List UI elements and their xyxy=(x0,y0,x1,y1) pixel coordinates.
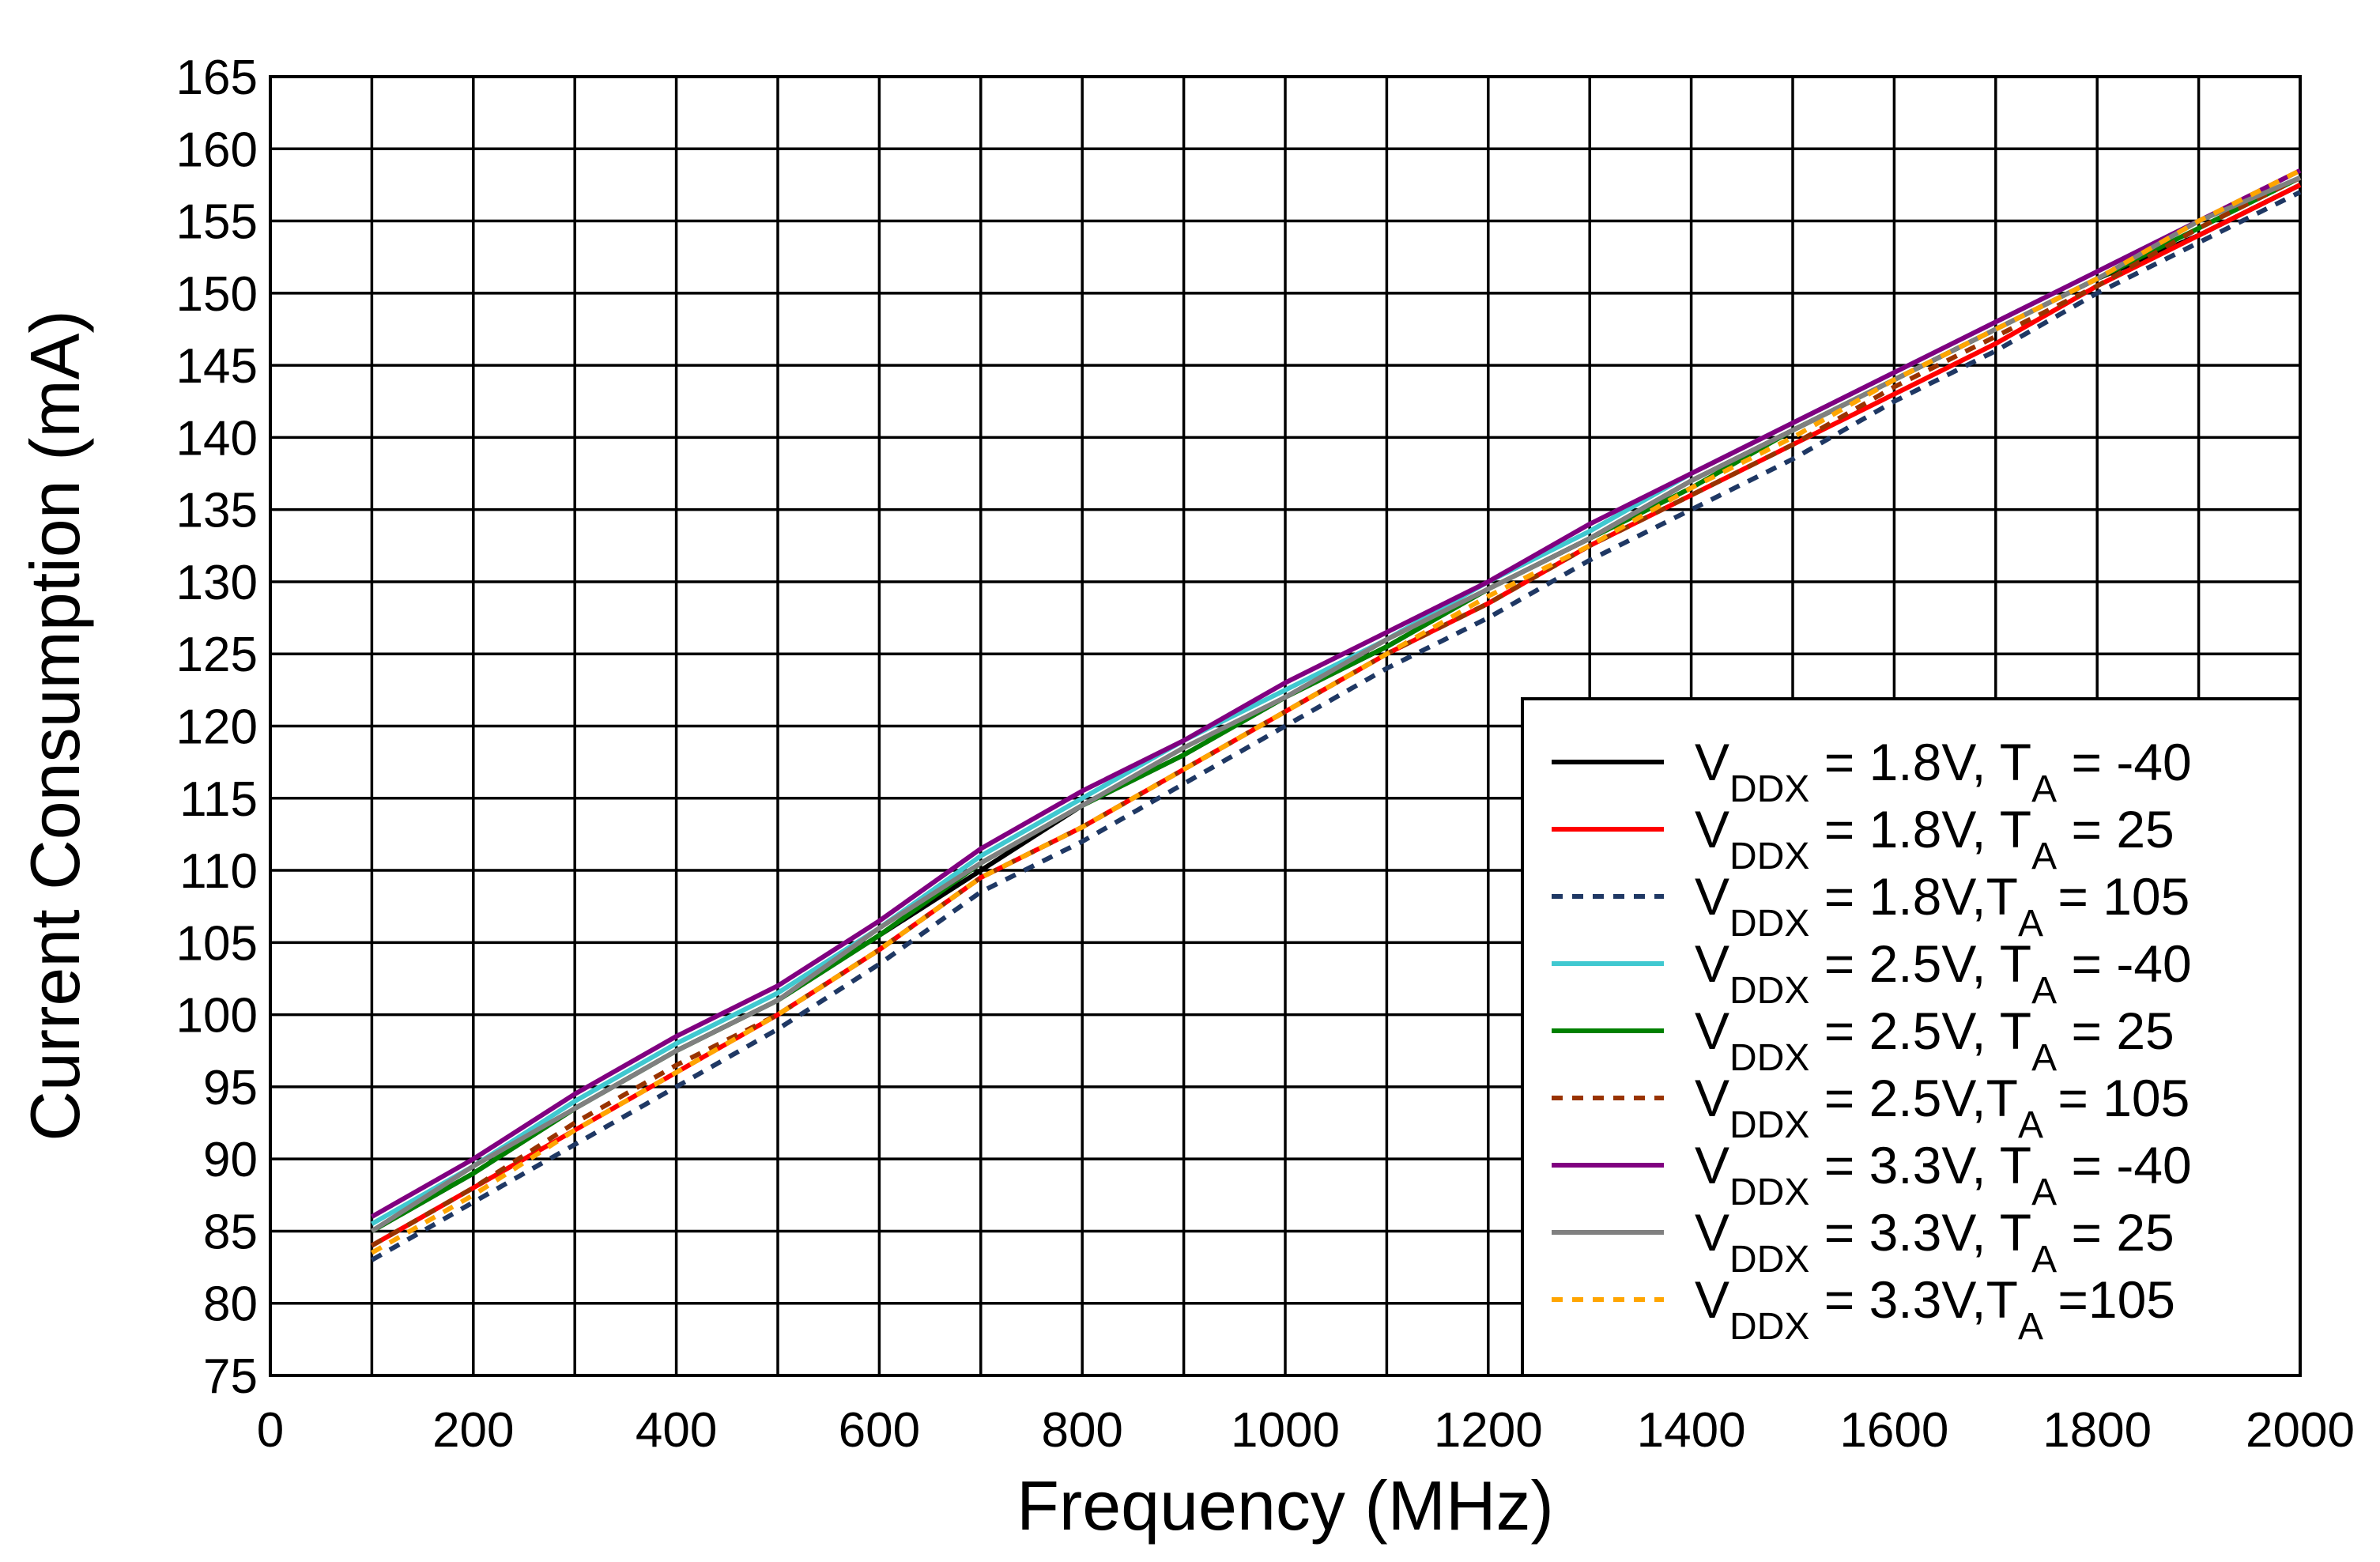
x-tick-label: 600 xyxy=(839,1403,920,1458)
y-tick-label: 90 xyxy=(203,1133,258,1187)
legend-label: VDDX = 3.3V, TA = -40 xyxy=(1695,1136,2192,1213)
y-tick-label: 145 xyxy=(176,339,258,394)
y-tick-label: 140 xyxy=(176,411,258,466)
y-tick-label: 120 xyxy=(176,700,258,755)
x-tick-label: 400 xyxy=(636,1403,717,1458)
y-tick-label: 130 xyxy=(176,556,258,610)
y-tick-label: 125 xyxy=(176,628,258,682)
y-tick-label: 105 xyxy=(176,916,258,971)
x-tick-label: 800 xyxy=(1041,1403,1122,1458)
y-tick-label: 95 xyxy=(203,1061,258,1115)
y-tick-label: 85 xyxy=(203,1205,258,1259)
x-tick-label: 1800 xyxy=(2042,1403,2152,1458)
legend-label: VDDX = 2.5V, TA = -40 xyxy=(1695,934,2192,1012)
y-tick-label: 150 xyxy=(176,267,258,322)
legend-label: VDDX = 3.3V, TA = 25 xyxy=(1695,1203,2174,1281)
legend-label: VDDX = 2.5V,TA = 105 xyxy=(1695,1069,2190,1146)
y-tick-label: 160 xyxy=(176,123,258,177)
x-tick-label: 1000 xyxy=(1231,1403,1340,1458)
y-tick-label: 80 xyxy=(203,1277,258,1332)
series-line xyxy=(370,168,2302,1255)
y-tick-label: 135 xyxy=(176,484,258,538)
legend-label: VDDX = 2.5V, TA = 25 xyxy=(1695,1002,2174,1079)
y-tick-label: 110 xyxy=(179,844,258,899)
x-axis-title: Frequency (MHz) xyxy=(1016,1466,1554,1545)
y-tick-label: 155 xyxy=(176,195,258,250)
series-line xyxy=(370,190,2302,1262)
y-tick-label: 165 xyxy=(176,51,258,105)
y-tick-label: 75 xyxy=(203,1349,258,1404)
x-tick-label: 2000 xyxy=(2246,1403,2355,1458)
x-tick-label: 0 xyxy=(257,1403,284,1458)
legend-box xyxy=(1521,697,2302,1377)
legend-label: VDDX = 1.8V, TA = 25 xyxy=(1695,800,2174,877)
legend-label: VDDX = 3.3V,TA =105 xyxy=(1695,1270,2175,1348)
y-tick-label: 115 xyxy=(179,772,258,827)
legend-label: VDDX = 1.8V, TA = -40 xyxy=(1695,733,2192,810)
legend-label: VDDX = 1.8V,TA = 105 xyxy=(1695,867,2190,945)
x-tick-label: 1600 xyxy=(1839,1403,1948,1458)
x-tick-label: 1400 xyxy=(1637,1403,1746,1458)
x-tick-label: 200 xyxy=(432,1403,514,1458)
series-line xyxy=(370,168,2302,1219)
y-axis-title: Current Consumption (mA) xyxy=(16,310,94,1141)
y-tick-label: 100 xyxy=(176,989,258,1043)
series-line xyxy=(370,175,2302,1248)
x-tick-label: 1200 xyxy=(1434,1403,1543,1458)
